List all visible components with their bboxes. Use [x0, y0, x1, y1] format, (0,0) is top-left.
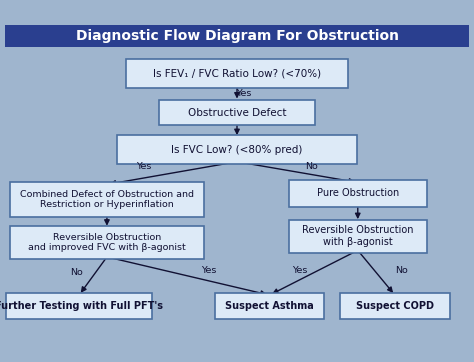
- Text: Reversible Obstruction
with β-agonist: Reversible Obstruction with β-agonist: [302, 226, 413, 247]
- Text: Diagnostic Flow Diagram For Obstruction: Diagnostic Flow Diagram For Obstruction: [75, 29, 399, 43]
- FancyBboxPatch shape: [10, 226, 203, 260]
- FancyBboxPatch shape: [6, 292, 153, 319]
- Text: Yes: Yes: [201, 266, 217, 275]
- FancyBboxPatch shape: [10, 182, 203, 217]
- Text: No: No: [70, 268, 83, 277]
- Text: No: No: [395, 266, 408, 275]
- Text: Yes: Yes: [236, 89, 252, 98]
- Text: No: No: [305, 163, 318, 172]
- Text: Yes: Yes: [137, 163, 152, 172]
- Text: Reversible Obstruction
and improved FVC with β-agonist: Reversible Obstruction and improved FVC …: [28, 233, 186, 252]
- Text: Is FEV₁ / FVC Ratio Low? (<70%): Is FEV₁ / FVC Ratio Low? (<70%): [153, 68, 321, 78]
- FancyBboxPatch shape: [289, 180, 427, 207]
- FancyBboxPatch shape: [5, 25, 469, 47]
- Text: Suspect Asthma: Suspect Asthma: [225, 301, 314, 311]
- Text: Suspect COPD: Suspect COPD: [356, 301, 434, 311]
- Text: Yes: Yes: [292, 266, 308, 275]
- Text: Is FVC Low? (<80% pred): Is FVC Low? (<80% pred): [171, 145, 303, 155]
- FancyBboxPatch shape: [340, 292, 450, 319]
- Text: Further Testing with Full PFT's: Further Testing with Full PFT's: [0, 301, 163, 311]
- FancyBboxPatch shape: [215, 292, 324, 319]
- Text: Combined Defect of Obstruction and
Restriction or Hyperinflation: Combined Defect of Obstruction and Restr…: [20, 190, 194, 209]
- FancyBboxPatch shape: [127, 59, 347, 88]
- FancyBboxPatch shape: [159, 100, 315, 126]
- FancyBboxPatch shape: [289, 219, 427, 253]
- Text: Pure Obstruction: Pure Obstruction: [317, 188, 399, 198]
- FancyBboxPatch shape: [117, 135, 357, 164]
- Text: Obstructive Defect: Obstructive Defect: [188, 108, 286, 118]
